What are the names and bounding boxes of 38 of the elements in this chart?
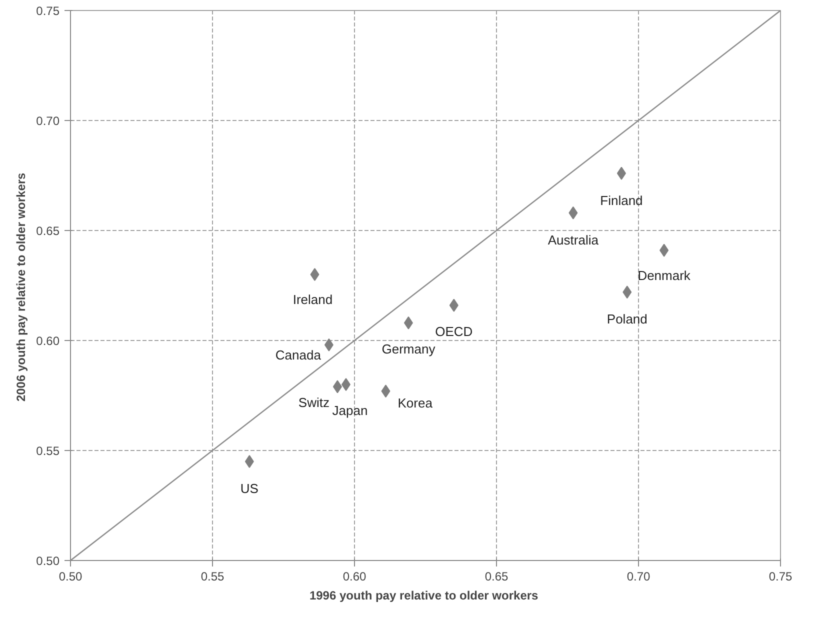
point bbox=[404, 316, 413, 330]
annotation: Switz bbox=[298, 395, 330, 410]
y-tick-label: 0.55 bbox=[36, 444, 60, 458]
x-tick-label: 0.65 bbox=[484, 570, 509, 584]
annotation: Ireland bbox=[292, 292, 333, 307]
y-tick-label: 0.75 bbox=[36, 4, 60, 18]
point bbox=[568, 206, 578, 220]
annotation: US bbox=[240, 481, 259, 496]
point bbox=[341, 378, 350, 391]
y-tick-label: 0.70 bbox=[36, 114, 60, 128]
annotation: OECD bbox=[435, 324, 473, 339]
annotation: Korea bbox=[398, 396, 434, 411]
point bbox=[616, 166, 626, 180]
point bbox=[244, 455, 254, 468]
annotation: Poland bbox=[606, 312, 648, 327]
point bbox=[324, 338, 334, 352]
point bbox=[310, 268, 320, 281]
annotation: Finland bbox=[600, 192, 643, 208]
y-tick-label: 0.50 bbox=[36, 554, 60, 568]
annotation: Canada bbox=[275, 347, 322, 362]
point bbox=[332, 380, 342, 394]
x-axis-title: 1996 youth pay relative to older workers bbox=[309, 588, 539, 602]
annotation: Australia bbox=[548, 232, 600, 248]
annotation: Germany bbox=[382, 341, 436, 356]
x-tick-label: 0.75 bbox=[768, 570, 793, 584]
point bbox=[622, 286, 632, 299]
annotation: Japan bbox=[332, 403, 368, 418]
point bbox=[660, 244, 669, 257]
y-tick-label: 0.65 bbox=[36, 224, 60, 238]
x-tick-label: 0.55 bbox=[200, 570, 225, 584]
x-tick-label: 0.60 bbox=[342, 570, 367, 584]
point bbox=[381, 384, 390, 398]
x-tick-label: 0.70 bbox=[626, 570, 651, 584]
annotation: Denmark bbox=[638, 268, 691, 283]
point bbox=[449, 298, 458, 312]
x-tick-label: 0.50 bbox=[58, 570, 83, 584]
y-tick-label: 0.60 bbox=[36, 334, 60, 348]
y-axis-title: 2006 youth pay relative to older workers bbox=[14, 172, 28, 402]
